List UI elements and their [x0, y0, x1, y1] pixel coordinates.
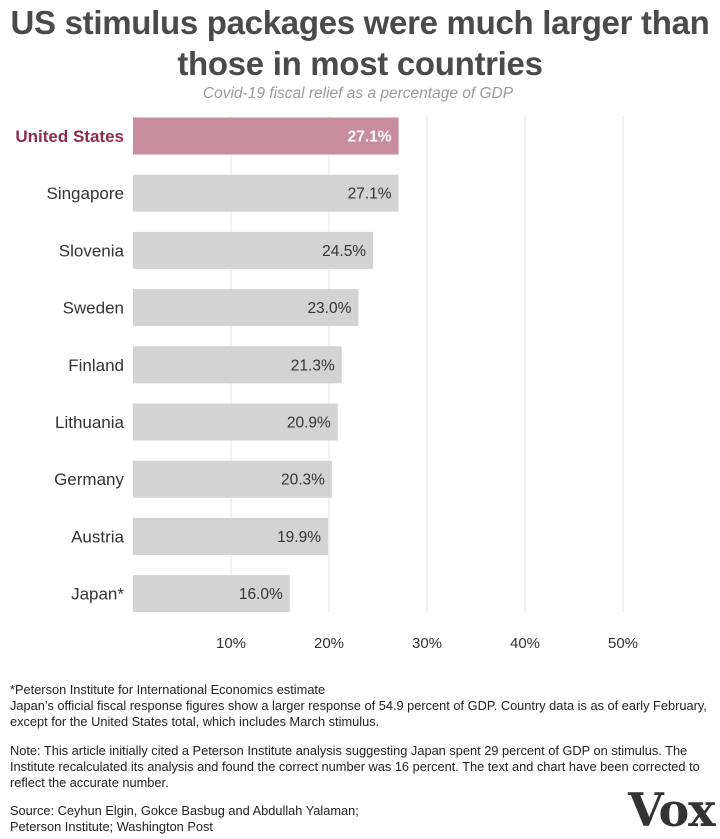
bar	[133, 517, 329, 555]
source-line-2: Peterson Institute; Washington Post	[10, 819, 213, 834]
x-tick-label: 30%	[412, 635, 442, 652]
vox-logo: Vox	[628, 783, 716, 837]
x-tick-label: 20%	[314, 635, 344, 652]
category-label: Finland	[68, 356, 124, 375]
bar-value-label: 21.3%	[291, 357, 335, 374]
bar	[133, 346, 342, 384]
bar-value-label: 19.9%	[277, 529, 321, 546]
bar-chart: 10% 20% 30% 40% 50% United States 27.1% Singapo…	[15, 116, 638, 652]
footnote-block: *Peterson Institute for International Ec…	[10, 682, 710, 730]
bar	[133, 231, 374, 269]
x-tick-label: 10%	[216, 635, 246, 652]
category-label: United States	[15, 127, 124, 146]
source-line-1: Source: Ceyhun Elgin, Gokce Basbug and A…	[10, 803, 359, 818]
bar-value-label: 24.5%	[322, 243, 366, 260]
bar-value-label: 23.0%	[307, 300, 351, 317]
bar-value-label: 20.3%	[281, 472, 325, 489]
bar-value-label: 16.0%	[239, 586, 283, 603]
category-label: Singapore	[46, 184, 124, 203]
bar	[133, 460, 332, 498]
footnote-asterisk: *Peterson Institute for International Ec…	[10, 682, 326, 697]
bar-value-label: 27.1%	[348, 186, 392, 203]
x-tick-label: 40%	[510, 635, 540, 652]
correction-note: Note: This article initially cited a Pet…	[10, 743, 710, 791]
category-label: Japan*	[71, 585, 124, 604]
correction-note-text: Note: This article initially cited a Pet…	[10, 743, 700, 790]
bar	[133, 403, 338, 441]
chart-subtitle: Covid-19 fiscal relief as a percentage o…	[202, 85, 514, 102]
x-tick-label: 50%	[608, 635, 638, 652]
bar-value-label: 27.1%	[348, 129, 392, 146]
category-label: Austria	[71, 527, 124, 546]
bar	[133, 174, 399, 212]
bar	[133, 289, 359, 327]
bar	[133, 117, 399, 155]
source-block: Source: Ceyhun Elgin, Gokce Basbug and A…	[10, 803, 710, 835]
footnote-japan: Japan’s official fiscal response figures…	[10, 698, 707, 729]
chart-title: US stimulus packages were much larger th…	[10, 4, 710, 82]
category-label: Slovenia	[59, 241, 125, 260]
category-label: Lithuania	[55, 413, 125, 432]
bar	[133, 575, 290, 613]
bar-value-label: 20.9%	[287, 415, 331, 432]
category-label: Germany	[54, 470, 124, 489]
category-label: Sweden	[63, 299, 124, 318]
